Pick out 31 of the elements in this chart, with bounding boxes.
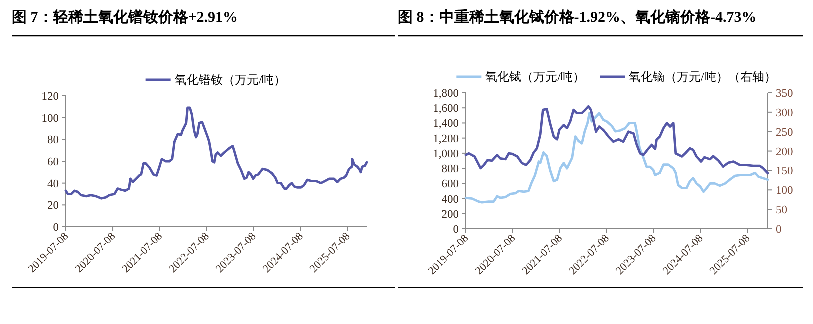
y-tick-label: 1,000 [433, 148, 460, 160]
y2-tick-label: 350 [776, 88, 794, 100]
y2-tick-label: 100 [776, 185, 794, 198]
y-tick-label: 1,200 [433, 133, 460, 146]
y-tick-label: 600 [442, 178, 460, 191]
y-tick-label: 200 [442, 208, 460, 221]
y-tick-label: 40 [48, 178, 60, 190]
y2-tick-label: 250 [776, 126, 794, 139]
y-tick-label: 120 [42, 91, 60, 103]
y-tick-label: 20 [48, 200, 60, 212]
y-tick-label: 1,800 [433, 88, 460, 100]
y-tick-label: 800 [442, 164, 460, 176]
y-tick-label: 1,400 [433, 118, 460, 130]
y-tick-label: 0 [53, 222, 60, 234]
y2-tick-label: 200 [776, 146, 794, 158]
legend-label: 氧化铽（万元/吨） [486, 70, 585, 84]
y-tick-label: 60 [48, 156, 60, 168]
y2-tick-label: 300 [776, 107, 794, 120]
y-tick-label: 80 [48, 134, 60, 147]
y-tick-label: 100 [42, 112, 60, 125]
y2-tick-label: 0 [776, 224, 782, 236]
legend-label: 氧化镨钕（万元/吨） [174, 73, 286, 87]
y-tick-label: 1,600 [433, 103, 460, 116]
y-tick-label: 0 [453, 224, 460, 236]
chart-title: 图 8：中重稀土氧化铽价格-1.92%、氧化镝价格-4.73% [398, 9, 757, 26]
y2-tick-label: 150 [776, 166, 794, 178]
chart-title: 图 7：轻稀土氧化镨钕价格+2.91% [12, 9, 238, 26]
y-tick-label: 400 [442, 194, 460, 206]
legend: 氧化镨钕（万元/吨） [146, 73, 286, 87]
y2-tick-label: 50 [776, 204, 788, 217]
legend-label: 氧化镝（万元/吨）（右轴） [629, 70, 776, 84]
